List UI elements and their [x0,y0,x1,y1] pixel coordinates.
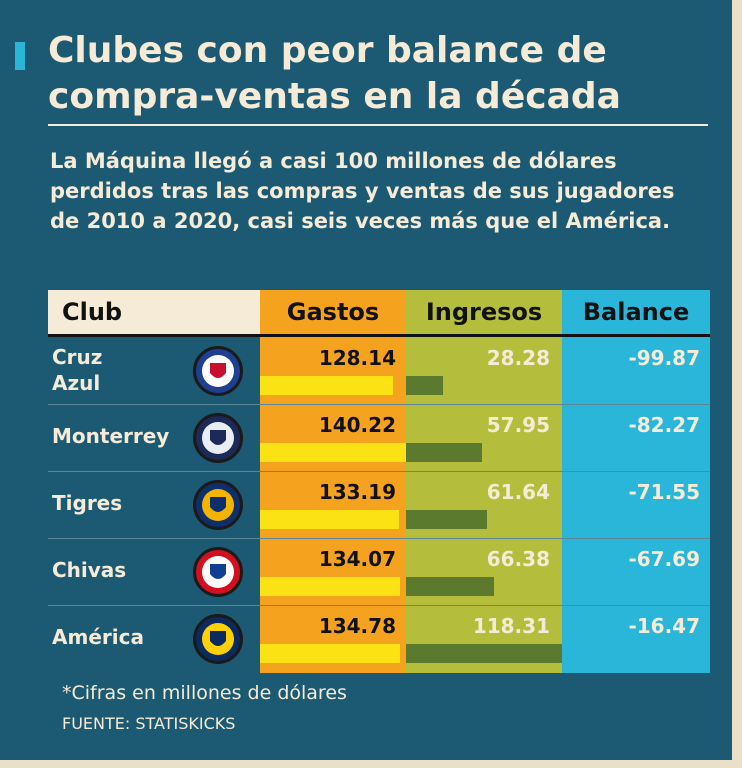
ingresos-value: 66.38 [486,547,550,571]
club-name: Tigres [52,491,123,515]
crest-shield [210,363,226,378]
club-logo-icon [193,614,243,664]
row-divider [48,538,710,539]
title-accent-mark [15,42,25,70]
gastos-bar [260,577,400,596]
balance-value: -67.69 [628,547,700,571]
balance-value: -16.47 [628,614,700,638]
ingresos-column-bg [406,290,562,673]
gastos-value: 128.14 [318,346,396,370]
balance-value: -99.87 [628,346,700,370]
ingresos-bar [406,577,494,596]
balance-value: -71.55 [628,480,700,504]
row-divider [48,471,710,472]
ingresos-value: 118.31 [472,614,550,638]
ingresos-value: 61.64 [486,480,550,504]
source-credit: FUENTE: STATISKICKS [62,714,236,733]
club-header-bg [48,290,260,334]
ingresos-bar [406,644,562,663]
gastos-bar [260,376,394,395]
ingresos-bar [406,376,444,395]
club-name: Chivas [52,558,127,582]
row-divider [48,605,710,606]
club-name: Cruz Azul [52,345,103,395]
club-logo-icon [193,547,243,597]
club-logo-icon [193,480,243,530]
title-divider [48,124,708,126]
crest-shield [210,631,226,646]
row-divider [48,404,710,405]
header-underline [48,334,710,337]
crest-graphic [202,556,234,588]
gastos-bar [260,443,406,462]
ingresos-bar [406,443,483,462]
header-club: Club [62,298,123,326]
gastos-value: 134.07 [318,547,396,571]
club-name: América [52,625,144,649]
gastos-value: 140.22 [318,413,396,437]
page-subtitle: La Máquina llegó a casi 100 millones de … [50,149,675,233]
gastos-bar [260,644,401,663]
page-title: Clubes con peor balance de compra-ventas… [48,30,621,117]
gastos-value: 133.19 [318,480,396,504]
header-balance: Balance [582,298,690,326]
balance-column-bg [562,290,710,673]
crest-graphic [202,422,234,454]
ingresos-value: 57.95 [486,413,550,437]
crest-shield [210,430,226,445]
club-logo-icon [193,413,243,463]
club-name: Monterrey [52,424,170,448]
header-gastos: Gastos [286,298,380,326]
ingresos-value: 28.28 [486,346,550,370]
balance-value: -82.27 [628,413,700,437]
crest-graphic [202,489,234,521]
crest-graphic [202,623,234,655]
club-logo-icon [193,346,243,396]
crest-graphic [202,355,234,387]
data-table: Club Gastos Ingresos Balance Cruz Azul 12… [48,290,710,673]
gastos-value: 134.78 [318,614,396,638]
gastos-bar [260,510,399,529]
gastos-column-bg [260,290,406,673]
crest-shield [210,497,226,512]
crest-shield [210,564,226,579]
header-ingresos: Ingresos [425,298,543,326]
footnote: *Cifras en millones de dólares [62,682,347,704]
ingresos-bar [406,510,488,529]
